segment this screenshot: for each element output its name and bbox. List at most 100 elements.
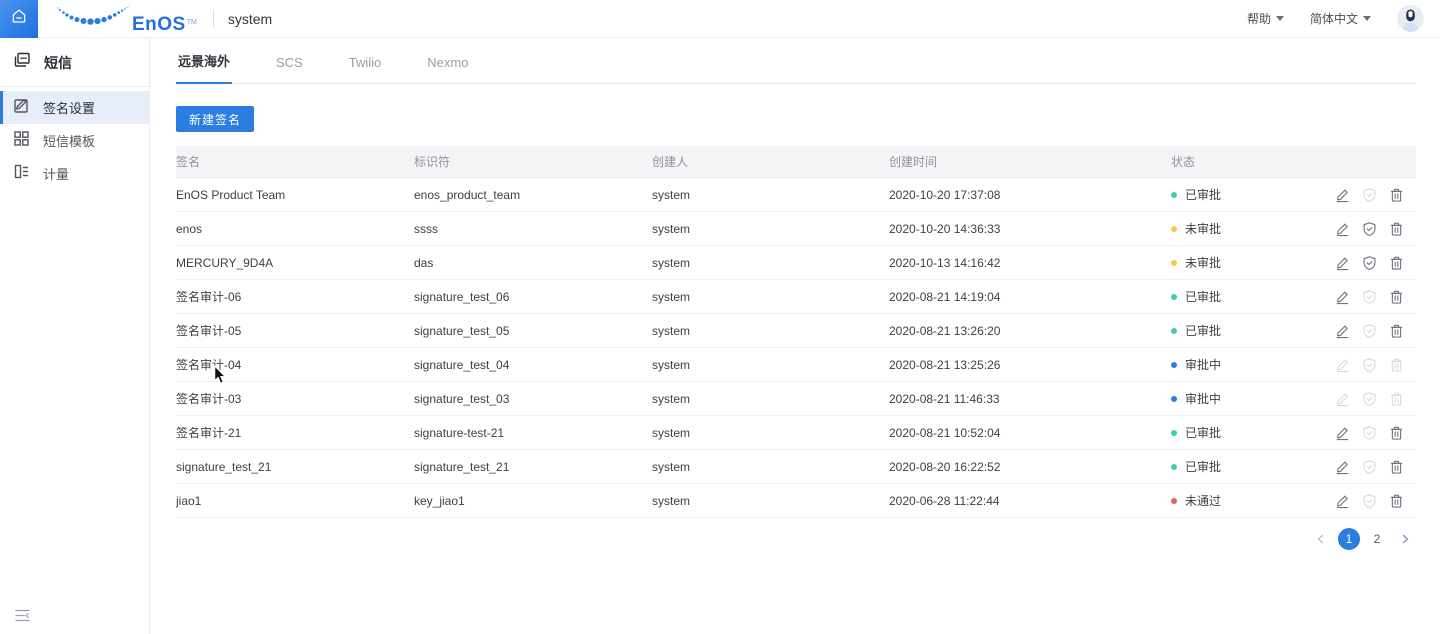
edit-icon[interactable] [1334, 221, 1350, 237]
edit-icon[interactable] [1334, 493, 1350, 509]
creator: system [652, 323, 691, 338]
language-menu[interactable]: 简体中文 [1310, 10, 1371, 27]
table-row: jiao1 key_jiao1 system 2020-06-28 11:22:44 未… [176, 484, 1416, 518]
delete-icon[interactable] [1388, 425, 1404, 441]
table-row: EnOS Product Team enos_product_team system… [176, 178, 1416, 212]
help-menu[interactable]: 帮助 [1247, 10, 1284, 27]
toolbar: 新建签名 [176, 106, 1416, 132]
table-row: 签名审计-06 signature_test_06 system 2020-08-21… [176, 280, 1416, 314]
sidebar-item-1[interactable]: 签名设置 [0, 91, 149, 124]
delete-icon[interactable] [1388, 255, 1404, 271]
main-content: 远景海外 SCS Twilio Nexmo 新建签名 签名 标识符 创建人 创建时间 状态 E… [150, 38, 1440, 634]
tab-3[interactable]: Twilio [348, 55, 382, 70]
signature-key: ssss [414, 221, 438, 236]
audit-shield-icon [1361, 323, 1377, 339]
signature-name: 签名审计-21 [176, 426, 242, 440]
edit-icon[interactable] [1334, 187, 1350, 203]
status-dot [1171, 191, 1177, 198]
edit-icon[interactable] [1334, 255, 1350, 271]
status-label: 未审批 [1185, 256, 1222, 270]
status-label: 审批中 [1185, 358, 1222, 372]
signature-key: das [414, 255, 434, 270]
enos-logo-tm: TM [186, 19, 197, 26]
next-page-button[interactable] [1394, 528, 1416, 550]
created-time: 2020-10-20 17:37:08 [889, 187, 1001, 202]
table-body: EnOS Product Team enos_product_team system… [176, 178, 1416, 518]
top-bar: EnOS TM system 帮助 简体中文 [0, 0, 1440, 38]
signature-key: signature_test_04 [414, 357, 510, 372]
edit-icon[interactable] [1334, 289, 1350, 305]
creator: system [652, 289, 691, 304]
home-icon [10, 7, 28, 30]
table-row: 签名审计-05 signature_test_05 system 2020-08-21… [176, 314, 1416, 348]
status-dot [1171, 327, 1177, 334]
audit-shield-icon [1361, 391, 1377, 407]
audit-shield-icon [1361, 187, 1377, 203]
row-actions [1329, 323, 1416, 339]
help-label: 帮助 [1246, 12, 1271, 26]
created-time: 2020-10-13 14:16:42 [889, 255, 1001, 270]
table-row: MERCURY_9D4A das system 2020-10-13 14:16:42… [176, 246, 1416, 280]
sidebar-nav: 签名设置 短信模板 计量 [0, 91, 149, 190]
delete-icon[interactable] [1388, 459, 1404, 475]
audit-shield-icon[interactable] [1361, 255, 1377, 271]
language-label: 简体中文 [1309, 12, 1358, 26]
edit-icon[interactable] [1334, 323, 1350, 339]
signature-name: MERCURY_9D4A [176, 255, 274, 270]
page-button-1[interactable]: 1 [1338, 528, 1360, 550]
status-label: 已审批 [1185, 426, 1222, 440]
row-actions [1329, 289, 1416, 305]
sidebar-module-title: 短信 [44, 54, 72, 71]
status-dot [1171, 497, 1177, 504]
row-actions [1329, 357, 1416, 373]
audit-shield-icon [1361, 493, 1377, 509]
tab-1[interactable]: 远景海外 [176, 51, 233, 84]
tab-4[interactable]: Nexmo [427, 55, 469, 70]
column-header-2: 标识符 [414, 155, 451, 169]
column-header-3: 创建人 [652, 155, 689, 169]
delete-icon[interactable] [1388, 323, 1404, 339]
column-header-4: 创建时间 [889, 155, 938, 169]
status-label: 已审批 [1185, 188, 1222, 202]
sidebar-item-2[interactable]: 短信模板 [0, 124, 149, 157]
edit-icon[interactable] [1334, 459, 1350, 475]
creator: system [652, 221, 691, 236]
delete-icon[interactable] [1388, 221, 1404, 237]
creator: system [652, 493, 691, 508]
home-button[interactable] [0, 0, 38, 38]
enos-logo-text: EnOS [132, 14, 186, 35]
audit-shield-icon[interactable] [1361, 221, 1377, 237]
signature-key: signature-test-21 [414, 425, 505, 440]
user-avatar[interactable] [1397, 5, 1424, 32]
status-dot [1171, 225, 1177, 232]
tab-2[interactable]: SCS [276, 55, 303, 70]
edit-icon [1334, 391, 1350, 407]
status-label: 未通过 [1185, 494, 1222, 508]
new-signature-button[interactable]: 新建签名 [176, 106, 255, 132]
signature-table: 签名 标识符 创建人 创建时间 状态 EnOS Product Team enos_pro… [176, 146, 1416, 518]
chevron-down-icon [1363, 16, 1371, 21]
table-row: signature_test_21 signature_test_21 system… [176, 450, 1416, 484]
status-badge: 已审批 [1171, 288, 1329, 305]
status-badge: 未审批 [1171, 254, 1329, 271]
edit-icon[interactable] [1334, 425, 1350, 441]
status-badge: 已审批 [1171, 458, 1329, 475]
delete-icon[interactable] [1388, 289, 1404, 305]
status-label: 已审批 [1185, 324, 1222, 338]
edit-icon [1334, 357, 1350, 373]
collapse-sidebar-button[interactable] [13, 606, 31, 624]
delete-icon[interactable] [1388, 493, 1404, 509]
page-button-2[interactable]: 2 [1373, 532, 1381, 546]
sms-module-icon [13, 51, 31, 74]
signature-settings-icon [13, 97, 30, 119]
sidebar-item-3[interactable]: 计量 [0, 157, 149, 190]
prev-page-button[interactable] [1310, 528, 1332, 550]
signature-name: 签名审计-05 [176, 324, 242, 338]
status-dot [1171, 395, 1177, 402]
status-badge: 已审批 [1171, 424, 1329, 441]
enos-logo: EnOS TM [56, 3, 197, 34]
delete-icon [1388, 357, 1404, 373]
delete-icon[interactable] [1388, 187, 1404, 203]
status-label: 未审批 [1185, 222, 1222, 236]
status-badge: 已审批 [1171, 322, 1329, 339]
